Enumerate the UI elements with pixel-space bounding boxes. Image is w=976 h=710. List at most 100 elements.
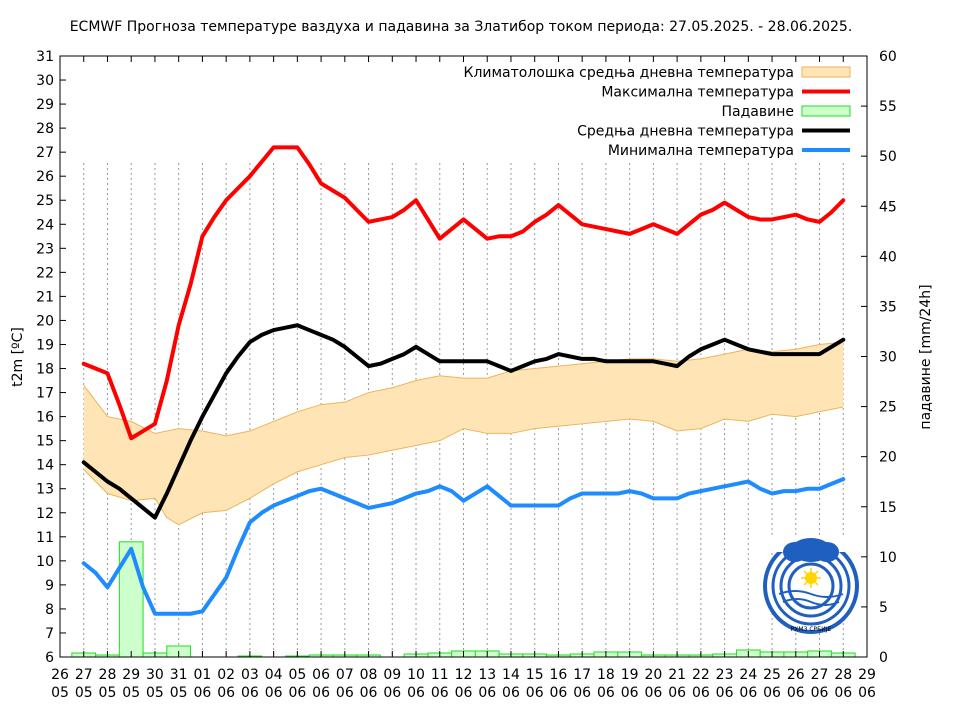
- y2-tick-label: 60: [879, 49, 897, 65]
- y-tick-label: 8: [45, 602, 54, 618]
- x-tick-label-day: 10: [407, 667, 425, 683]
- y2-tick-label: 10: [879, 550, 897, 566]
- x-tick-label-month: 06: [787, 685, 805, 701]
- y-tick-label: 7: [45, 626, 54, 642]
- x-tick-label-day: 11: [431, 667, 449, 683]
- x-tick-label-day: 08: [360, 667, 378, 683]
- y2-tick-label: 40: [879, 249, 897, 265]
- x-tick-label-month: 06: [573, 685, 591, 701]
- x-tick-label-day: 05: [288, 667, 306, 683]
- x-tick-label-day: 19: [621, 667, 639, 683]
- y-tick-label: 20: [36, 313, 54, 329]
- legend-swatch: [801, 105, 851, 117]
- y-tick-label: 9: [45, 578, 54, 594]
- x-tick-label-month: 05: [51, 685, 69, 701]
- series-line: [81, 477, 846, 616]
- x-tick-label-month: 06: [668, 685, 686, 701]
- x-tick-label-month: 05: [146, 685, 164, 701]
- x-tick-label-month: 06: [621, 685, 639, 701]
- y-tick-label: 14: [36, 458, 54, 474]
- x-tick-label-day: 01: [193, 667, 211, 683]
- x-tick-label-day: 21: [668, 667, 686, 683]
- climatology-band-lower: [83, 406, 844, 526]
- x-tick-label-day: 29: [858, 667, 876, 683]
- y2-tick-label: 20: [879, 450, 897, 466]
- x-tick-label-day: 17: [573, 667, 591, 683]
- x-tick-label-month: 06: [763, 685, 781, 701]
- climatology-band-area: [83, 342, 844, 525]
- x-tick-label-month: 06: [288, 685, 306, 701]
- y-tick-label: 19: [36, 337, 54, 353]
- x-tick-label-day: 02: [217, 667, 235, 683]
- y2-tick-label: 5: [879, 600, 888, 616]
- x-axis: 26 05 27 05 28 05 29 05 30 05 31 05 01 06 02 06 03 06 04 06…: [51, 56, 876, 701]
- climatology-band: [83, 341, 844, 526]
- x-tick-label-day: 26: [787, 667, 805, 683]
- y2-axis-label: падавине [mm/24h]: [918, 284, 934, 429]
- x-tick-label-month: 06: [502, 685, 520, 701]
- y2-tick-label: 55: [879, 99, 897, 115]
- x-tick-label-month: 06: [716, 685, 734, 701]
- x-tick-label-month: 06: [383, 685, 401, 701]
- y-tick-label: 31: [36, 49, 54, 65]
- x-tick-label-month: 06: [526, 685, 544, 701]
- logo-cloud-icon-left: [783, 542, 807, 562]
- legend-swatch: [801, 66, 851, 78]
- x-tick-label-day: 22: [692, 667, 710, 683]
- legend-label: Климатолошка средња дневна температура: [464, 65, 795, 81]
- x-tick-label-day: 18: [597, 667, 615, 683]
- x-tick-label-month: 06: [241, 685, 259, 701]
- x-tick-label-month: 06: [739, 685, 757, 701]
- y2-tick-label: 50: [879, 149, 897, 165]
- logo-cloud-icon-right: [815, 542, 839, 562]
- y2-tick-label: 15: [879, 500, 897, 516]
- x-tick-label-day: 09: [383, 667, 401, 683]
- x-tick-label-month: 05: [99, 685, 117, 701]
- series-line: [81, 145, 846, 441]
- rhmz-logo-icon: РХМЗ СРБИЈЕ: [761, 536, 861, 634]
- y-tick-label: 17: [36, 386, 54, 402]
- y-tick-label: 12: [36, 506, 54, 522]
- x-tick-label-month: 06: [692, 685, 710, 701]
- x-tick-label-month: 05: [75, 685, 93, 701]
- y-tick-label: 26: [36, 169, 54, 185]
- x-tick-label-day: 31: [170, 667, 188, 683]
- x-tick-label-day: 15: [526, 667, 544, 683]
- x-tick-label-day: 29: [122, 667, 140, 683]
- y-tick-label: 15: [36, 434, 54, 450]
- x-tick-label-month: 06: [550, 685, 568, 701]
- legend-label: Падавине: [722, 104, 794, 120]
- left-axis: 6 7 8 9 10 11 12 13 14 15 16 17 18 19 20 21 22 23 24 25 26 27…: [36, 49, 66, 666]
- x-tick-label-day: 13: [478, 667, 496, 683]
- x-tick-label-month: 05: [170, 685, 188, 701]
- x-tick-label-month: 06: [478, 685, 496, 701]
- x-tick-label-day: 27: [75, 667, 93, 683]
- y-tick-label: 28: [36, 121, 54, 137]
- x-tick-label-day: 20: [644, 667, 662, 683]
- x-tick-label-day: 28: [99, 667, 117, 683]
- chart-title: ECMWF Прогноза температуре ваздуха и пад…: [70, 19, 853, 35]
- y-tick-label: 11: [36, 530, 54, 546]
- x-tick-label-month: 06: [265, 685, 283, 701]
- x-tick-label-day: 04: [265, 667, 283, 683]
- logo-wave-icon-2: [782, 598, 840, 606]
- y-tick-label: 27: [36, 145, 54, 161]
- y-tick-label: 13: [36, 482, 54, 498]
- x-tick-label-month: 06: [431, 685, 449, 701]
- y-tick-label: 24: [36, 217, 54, 233]
- y-tick-label: 22: [36, 265, 54, 281]
- x-tick-label-month: 06: [834, 685, 852, 701]
- y-tick-label: 29: [36, 97, 54, 113]
- legend-label: Минимална температура: [608, 143, 794, 159]
- x-tick-label-day: 24: [739, 667, 757, 683]
- climatology-band-upper: [83, 341, 844, 437]
- x-tick-label-day: 07: [336, 667, 354, 683]
- logo-sun-rays-icon: [801, 568, 821, 588]
- y2-tick-label: 25: [879, 400, 897, 416]
- y-tick-label: 18: [36, 362, 54, 378]
- x-tick-label-day: 28: [834, 667, 852, 683]
- y-tick-label: 30: [36, 73, 54, 89]
- x-tick-label-day: 16: [550, 667, 568, 683]
- x-tick-label-day: 03: [241, 667, 259, 683]
- temperature-lines: [81, 145, 846, 616]
